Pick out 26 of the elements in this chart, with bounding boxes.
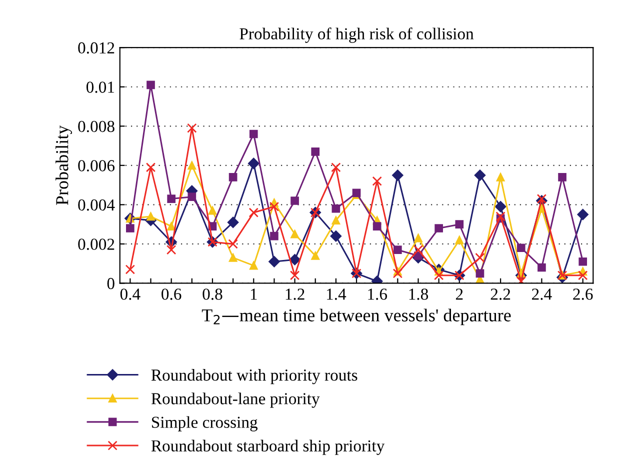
y-tick-label: 0.002: [78, 238, 114, 250]
y-tick-label: 0.012: [78, 42, 114, 54]
y-tick-label: 0.008: [78, 120, 114, 132]
x-tick-label: 1.2: [286, 288, 304, 300]
y-axis-title: Probability: [56, 125, 72, 206]
y-tick-label: 0.006: [78, 160, 115, 172]
x-tick-label: 1.8: [409, 288, 428, 300]
legend-label: Roundabout starboard ship priority: [151, 440, 385, 455]
legend-label: Roundabout-lane priority: [151, 392, 320, 408]
x-tick-label: 0.8: [202, 288, 222, 300]
x-tick-label: 0.4: [120, 288, 140, 300]
x-axis-title: T$_{2}$—mean time between vessels' departure: [202, 308, 511, 326]
y-tick-label: 0: [107, 278, 114, 290]
legend-label: Roundabout with priority routs: [151, 369, 358, 384]
x-tick-label: 0.6: [162, 288, 182, 300]
x-tick-label: 2.2: [490, 288, 510, 300]
x-tick-label: 2.4: [532, 288, 552, 300]
chart-title: Probability of high risk of collision: [240, 28, 474, 43]
x-tick-label: 2.6: [573, 288, 593, 300]
x-tick-label: 2: [456, 288, 463, 300]
legend-label: Simple crossing: [152, 416, 258, 432]
x-tick-label: 1: [250, 288, 257, 300]
x-tick-label: 1.6: [368, 288, 388, 300]
y-tick-label: 0.004: [78, 199, 115, 211]
y-tick-label: 0.01: [86, 82, 114, 93]
x-tick-label: 1.4: [326, 288, 346, 300]
